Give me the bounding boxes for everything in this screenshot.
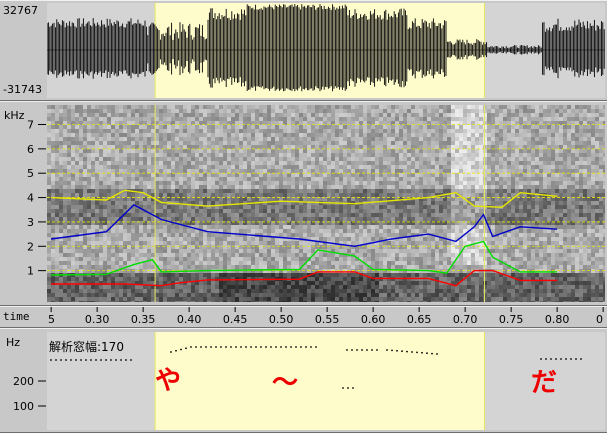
time-axis-label: time (3, 310, 30, 323)
pitch-canvas[interactable] (47, 332, 605, 430)
time-tick-label-2: 0.35 (131, 313, 156, 326)
kHz-tick-5: 5 (27, 167, 34, 180)
kHz-tick-7: 7 (27, 118, 34, 131)
time-axis-panel: time 5 0.30 0.35 0.40 0.45 0.50 0.55 0.60 0.65 0.… (0, 306, 607, 328)
waveform-canvas[interactable] (47, 3, 605, 98)
waveform-max-label: 32767 (3, 4, 38, 17)
pitch-tick-200: 200 (13, 375, 34, 388)
time-tick-label-8: 0.65 (407, 313, 432, 326)
kHz-tick-3: 3 (27, 216, 34, 229)
spectrogram-canvas[interactable] (47, 105, 605, 302)
kHz-tick-1: 1 (27, 265, 34, 278)
time-tick-label-7: 0.60 (361, 313, 386, 326)
spectrogram-plot[interactable] (47, 105, 605, 302)
annotation-da: だ (531, 362, 557, 399)
annotation-ya: や (155, 360, 181, 397)
time-axis-ticks: 5 0.30 0.35 0.40 0.45 0.50 0.55 0.60 0.65 0.70 0.7… (47, 307, 607, 327)
waveform-plot[interactable] (47, 3, 605, 98)
kHz-tick-4: 4 (27, 192, 34, 205)
time-tick-label-5: 0.50 (269, 313, 294, 326)
analysis-window-label: 解析窓幅:170 (49, 338, 124, 355)
time-tick-label-10: 0.75 (499, 313, 524, 326)
time-tick-label-6: 0.55 (315, 313, 340, 326)
selection-region (155, 332, 484, 430)
pitch-plot[interactable]: 解析窓幅:170 や 〜 だ (47, 332, 605, 430)
kHz-tick-2: 2 (27, 240, 34, 253)
time-tick-label-11: 0.80 (545, 313, 570, 326)
time-tick-label-9: 0.70 (453, 313, 478, 326)
waveform-signal (47, 4, 604, 91)
time-tick-label-12: 0 (596, 313, 603, 326)
time-tick-label-3: 0.40 (177, 313, 202, 326)
pitch-tick-100: 100 (13, 400, 34, 413)
spectrogram-y-axis: 7 6 5 4 3 2 1 (0, 102, 47, 305)
pitch-y-axis: 200 100 (0, 329, 47, 432)
time-tick-label-4: 0.45 (223, 313, 248, 326)
kHz-tick-6: 6 (27, 143, 34, 156)
waveform-panel: 32767 -31743 (0, 0, 607, 101)
annotation-wave-dash: 〜 (272, 362, 298, 399)
time-tick-label-1: 0.30 (85, 313, 110, 326)
time-tick-label-0: 5 (48, 313, 55, 326)
waveform-min-label: -31743 (3, 83, 42, 96)
